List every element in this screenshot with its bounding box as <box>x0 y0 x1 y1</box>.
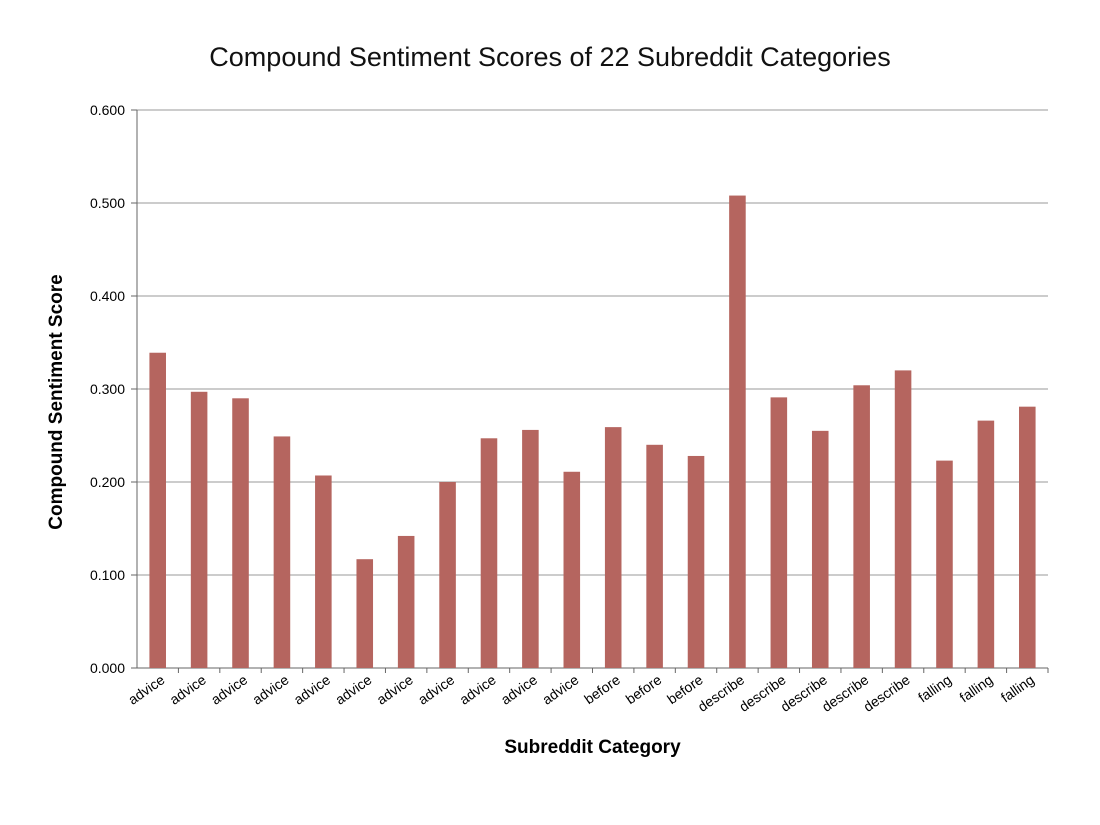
y-tick-label: 0.300 <box>90 381 125 397</box>
bar <box>232 398 249 668</box>
bar <box>936 460 953 668</box>
x-tick-label: advice <box>332 671 375 707</box>
x-tick-label: before <box>623 671 665 707</box>
x-tick-label: falling <box>998 671 1037 705</box>
x-tick-label: advice <box>456 671 499 707</box>
bar <box>480 438 498 668</box>
bar <box>1019 406 1036 668</box>
x-tick-label: describe <box>860 671 913 715</box>
y-tick-label: 0.100 <box>90 567 125 583</box>
x-tick-label: describe <box>819 671 872 715</box>
bar <box>811 430 829 668</box>
y-tick-label: 0.600 <box>90 102 125 118</box>
x-tick-label: advice <box>291 671 334 707</box>
y-tick-label: 0.000 <box>90 660 125 676</box>
bar <box>397 535 415 668</box>
x-tick-label: describe <box>777 671 830 715</box>
x-tick-label: advice <box>374 671 417 707</box>
x-tick-label: advice <box>498 671 541 707</box>
bar <box>646 444 663 668</box>
bar <box>894 370 912 668</box>
bar <box>356 559 374 668</box>
y-tick-label: 0.200 <box>90 474 125 490</box>
x-tick-label: advice <box>539 671 582 707</box>
bar <box>687 455 705 668</box>
bar <box>273 436 291 668</box>
bar <box>439 482 456 668</box>
bar <box>315 475 332 668</box>
x-tick-label: falling <box>915 671 954 705</box>
bar <box>853 385 870 668</box>
chart-title: Compound Sentiment Scores of 22 Subreddi… <box>209 42 891 72</box>
x-tick-label: advice <box>208 671 251 707</box>
bar <box>977 420 995 668</box>
x-tick-label: describe <box>736 671 789 715</box>
y-tick-label: 0.500 <box>90 195 125 211</box>
x-axis-label: Subreddit Category <box>504 737 681 758</box>
bar <box>729 195 746 668</box>
bar <box>149 352 166 668</box>
x-tick-label: advice <box>415 671 458 707</box>
bar <box>563 471 581 668</box>
y-tick-label: 0.400 <box>90 288 125 304</box>
bar <box>604 427 622 668</box>
bar <box>770 397 788 668</box>
x-tick-label: advice <box>125 671 168 707</box>
bar <box>522 429 539 668</box>
x-tick-label: advice <box>167 671 210 707</box>
x-tick-label: before <box>581 671 623 707</box>
x-tick-label: falling <box>956 671 995 705</box>
x-tick-label: advice <box>249 671 292 707</box>
bar <box>190 391 208 668</box>
